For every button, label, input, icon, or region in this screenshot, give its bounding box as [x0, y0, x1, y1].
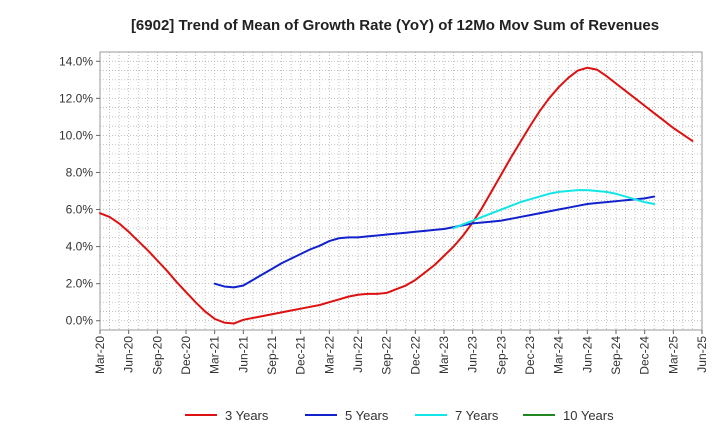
- y-tick-label: 2.0%: [66, 277, 94, 291]
- x-tick-label: Dec-21: [294, 336, 308, 375]
- x-tick-label: Mar-23: [437, 336, 451, 374]
- legend-item: 7 Years: [415, 408, 499, 423]
- x-tick-label: Mar-22: [322, 336, 336, 374]
- series-line-5-years: [213, 195, 656, 289]
- y-tick-label: 10.0%: [59, 128, 93, 142]
- legend-item: 5 Years: [305, 408, 389, 423]
- x-tick-label: Dec-20: [179, 336, 193, 375]
- x-tick-label: Sep-23: [494, 336, 508, 375]
- x-tick-label: Jun-22: [351, 336, 365, 373]
- legend-label: 10 Years: [563, 408, 614, 423]
- x-tick-label: Mar-20: [93, 336, 107, 374]
- x-tick-label: Sep-20: [150, 336, 164, 375]
- x-tick-label: Mar-21: [208, 336, 222, 374]
- y-axis: 0.0% 2.0% 4.0% 6.0% 8.0% 10.0% 12.0% 14.0%: [59, 54, 100, 328]
- y-tick-label: 8.0%: [66, 165, 94, 179]
- y-tick-label: 14.0%: [59, 54, 93, 68]
- legend-label: 5 Years: [345, 408, 389, 423]
- y-tick-label: 12.0%: [59, 91, 93, 105]
- x-tick-label: Jun-23: [466, 336, 480, 373]
- x-tick-label: Dec-22: [408, 336, 422, 375]
- y-tick-label: 0.0%: [66, 314, 94, 328]
- plot-frame: [99, 51, 703, 331]
- x-tick-label: Dec-24: [638, 336, 652, 375]
- series-line-7-years: [452, 189, 656, 230]
- legend-label: 7 Years: [455, 408, 499, 423]
- x-tick-label: Sep-22: [380, 336, 394, 375]
- legend-item: 10 Years: [523, 408, 614, 423]
- x-tick-label: Mar-25: [666, 336, 680, 374]
- x-tick-label: Jun-21: [236, 336, 250, 373]
- legend: 3 Years 5 Years 7 Years 10 Years: [185, 408, 614, 423]
- series-line-3-years: [99, 66, 694, 325]
- series-layer: [99, 66, 694, 325]
- legend-label: 3 Years: [225, 408, 269, 423]
- grid: [100, 51, 702, 331]
- y-tick-label: 4.0%: [66, 240, 94, 254]
- chart-title: [6902] Trend of Mean of Growth Rate (YoY…: [131, 17, 659, 34]
- x-tick-label: Jun-20: [122, 336, 136, 373]
- x-tick-label: Jun-25: [695, 336, 709, 373]
- x-tick-label: Dec-23: [523, 336, 537, 375]
- x-tick-label: Sep-24: [609, 336, 623, 375]
- x-tick-label: Jun-24: [580, 336, 594, 373]
- x-axis: Mar-20 Jun-20 Sep-20 Dec-20 Mar-21 Jun-21 Sep-…: [93, 330, 709, 375]
- x-tick-label: Mar-24: [552, 336, 566, 374]
- y-tick-label: 6.0%: [66, 203, 94, 217]
- x-tick-label: Sep-21: [265, 336, 279, 375]
- legend-item: 3 Years: [185, 408, 269, 423]
